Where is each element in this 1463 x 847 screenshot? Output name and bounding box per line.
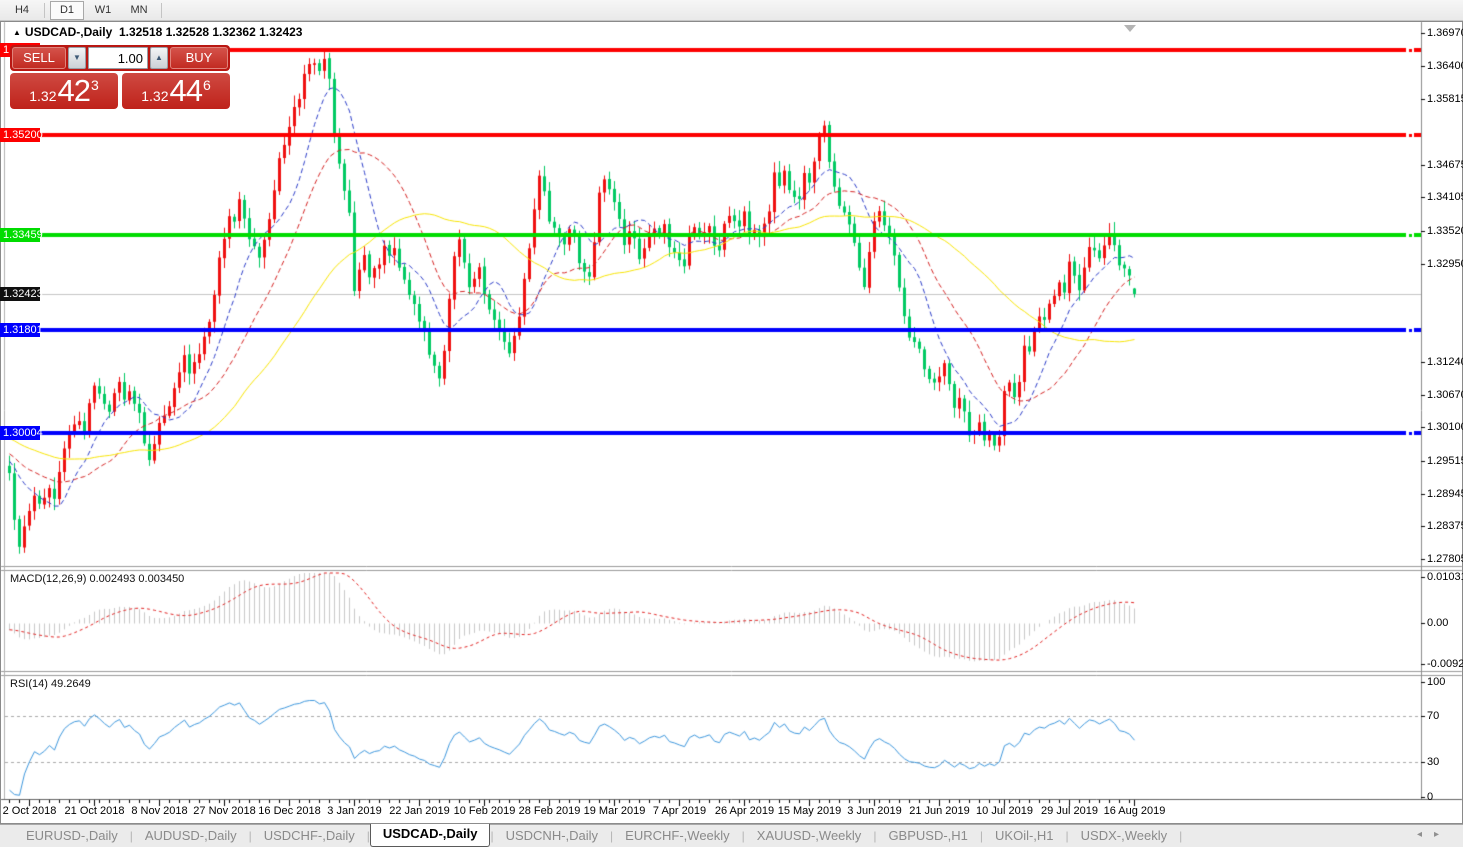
macd-axis-tick: -0.009203 <box>1427 658 1463 670</box>
tab-separator: | <box>873 829 877 843</box>
sell-button[interactable]: SELL <box>12 47 66 69</box>
date-axis-label: 3 Jun 2019 <box>847 805 902 817</box>
chart-title: ▲ USDCAD-,Daily 1.32518 1.32528 1.32362 1… <box>13 25 302 39</box>
price-axis-tick: 1.35815 <box>1427 93 1463 105</box>
date-axis-label: 10 Jul 2019 <box>976 805 1033 817</box>
date-axis-label: 16 Dec 2018 <box>258 805 321 817</box>
price-axis-tick: 1.27805 <box>1427 553 1463 565</box>
date-axis-label: 21 Oct 2018 <box>64 805 125 817</box>
date-axis-label: 22 Jan 2019 <box>389 805 450 817</box>
price-axis-tick: 1.34675 <box>1427 159 1463 171</box>
tab-gbpusd[interactable]: GBPUSD-,H1 <box>888 827 968 843</box>
date-axis-label: 8 Nov 2018 <box>131 805 188 817</box>
price-axis-tick: 1.31240 <box>1427 356 1463 368</box>
tab-usdcnh[interactable]: USDCNH-,Daily <box>505 827 599 843</box>
price-level-badge: 1.35200 <box>0 128 43 142</box>
tab-usdchf[interactable]: USDCHF-,Daily <box>263 827 355 843</box>
price-level-badge: 1.33459 <box>0 228 43 242</box>
buy-price-prefix: 1.32 <box>141 88 169 104</box>
tab-eurusd[interactable]: EURUSD-,Daily <box>26 827 118 843</box>
date-axis-label: 16 Aug 2019 <box>1103 805 1166 817</box>
buy-button[interactable]: BUY <box>170 47 228 69</box>
trade-panel-price-row: 1.32 42 3 1.32 44 6 <box>10 73 230 109</box>
price-level-badge: 1.30004 <box>0 426 43 440</box>
current-price-badge: 1.32423 <box>0 287 43 301</box>
sell-price-prefix: 1.32 <box>29 88 57 104</box>
price-axis-tick: 1.32950 <box>1427 258 1463 270</box>
rsi-axis-tick: 70 <box>1427 710 1440 722</box>
rsi-axis-tick: 100 <box>1427 676 1446 688</box>
price-axis-tick: 1.36400 <box>1427 60 1463 72</box>
tab-separator: | <box>248 829 252 843</box>
tab-separator: | <box>979 829 984 843</box>
date-axis-label: 15 May 2019 <box>777 805 842 817</box>
volume-input[interactable] <box>88 47 148 69</box>
sell-price-big: 42 <box>57 73 90 108</box>
tab-separator: | <box>741 829 745 843</box>
tab-scroll-arrows: ◂▸ <box>1416 829 1451 840</box>
chevron-down-icon: ▼ <box>73 53 81 62</box>
macd-axis-tick: 0.010311 <box>1427 571 1463 583</box>
collapse-icon: ▲ <box>13 28 21 37</box>
tab-usdcad[interactable]: USDCAD-,Daily <box>369 823 491 847</box>
trade-panel-top-row: SELL ▼ ▲ BUY <box>10 45 230 71</box>
price-level-badge: 1.31801 <box>0 323 43 337</box>
tab-separator: | <box>1065 829 1069 843</box>
tab-usdx[interactable]: USDX-,Weekly <box>1080 827 1168 843</box>
rsi-axis-tick: 30 <box>1427 756 1440 768</box>
tab-separator: | <box>490 829 494 843</box>
tab-audusd[interactable]: AUDUSD-,Daily <box>144 827 237 843</box>
buy-price-sup: 6 <box>202 77 211 93</box>
tab-separator: | <box>610 829 614 843</box>
date-axis-label: 27 Nov 2018 <box>193 805 256 817</box>
one-click-trade-panel: SELL ▼ ▲ BUY 1.32 42 3 1.32 44 6 <box>10 45 230 109</box>
rsi-axis-tick: 0 <box>1427 791 1434 803</box>
price-axis-tick: 1.34105 <box>1427 191 1463 203</box>
price-axis-tick: 1.30670 <box>1427 389 1463 401</box>
chart-ohlc-values: 1.32518 1.32528 1.32362 1.32423 <box>118 25 303 39</box>
date-axis-label: 7 Apr 2019 <box>652 805 707 817</box>
price-axis-tick: 1.29515 <box>1427 455 1463 467</box>
macd-label: MACD(12,26,9) 0.002493 0.003450 <box>10 573 185 585</box>
date-axis-label: 26 Apr 2019 <box>714 805 775 817</box>
macd-axis-tick: 0.00 <box>1427 617 1449 629</box>
date-axis-label: 3 Jan 2019 <box>327 805 382 817</box>
date-axis-label: 2 Oct 2018 <box>2 805 57 817</box>
tab-xauusd[interactable]: XAUUSD-,Weekly <box>756 827 862 843</box>
date-axis-label: 10 Feb 2019 <box>453 805 516 817</box>
volume-decrease-button[interactable]: ▼ <box>68 47 86 69</box>
price-axis-tick: 1.28945 <box>1427 488 1463 500</box>
sell-price-display[interactable]: 1.32 42 3 <box>10 73 118 109</box>
tab-separator: | <box>129 829 133 843</box>
date-axis-label: 21 Jun 2019 <box>909 805 970 817</box>
symbol-tab-bar: EURUSD-,Daily | AUDUSD-,Daily | USDCHF-,Dail… <box>0 823 1463 847</box>
price-axis-tick: 1.36970 <box>1427 27 1463 39</box>
tab-separator: | <box>1179 829 1183 843</box>
price-axis-tick: 1.30100 <box>1427 421 1463 433</box>
sell-price-sup: 3 <box>90 77 99 93</box>
volume-increase-button[interactable]: ▲ <box>150 47 168 69</box>
chart-symbol-label: USDCAD-,Daily <box>24 25 113 39</box>
chevron-up-icon: ▲ <box>155 53 163 62</box>
date-axis-label: 19 Mar 2019 <box>583 805 646 817</box>
tab-eurchf[interactable]: EURCHF-,Weekly <box>625 827 730 843</box>
price-axis-tick: 1.33520 <box>1427 225 1463 237</box>
buy-price-display[interactable]: 1.32 44 6 <box>122 73 230 109</box>
tab-ukoil[interactable]: UKOil-,H1 <box>995 827 1054 843</box>
price-axis-tick: 1.28375 <box>1427 520 1463 532</box>
buy-price-big: 44 <box>169 73 202 108</box>
tab-separator: | <box>366 829 370 843</box>
date-axis-label: 28 Feb 2019 <box>518 805 581 817</box>
date-axis-label: 29 Jul 2019 <box>1041 805 1098 817</box>
chart-shift-marker-icon[interactable] <box>1124 25 1136 32</box>
rsi-label: RSI(14) 49.2649 <box>10 678 91 690</box>
